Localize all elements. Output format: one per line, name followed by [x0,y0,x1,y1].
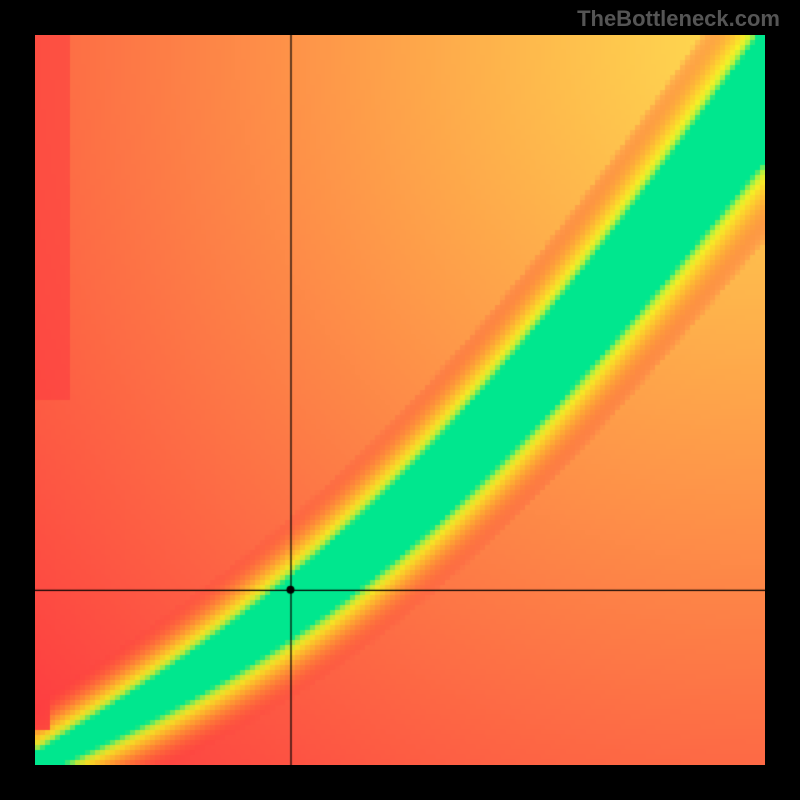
heatmap-plot [35,35,765,765]
chart-container: TheBottleneck.com [0,0,800,800]
heatmap-canvas [35,35,765,765]
watermark-text: TheBottleneck.com [577,6,780,32]
